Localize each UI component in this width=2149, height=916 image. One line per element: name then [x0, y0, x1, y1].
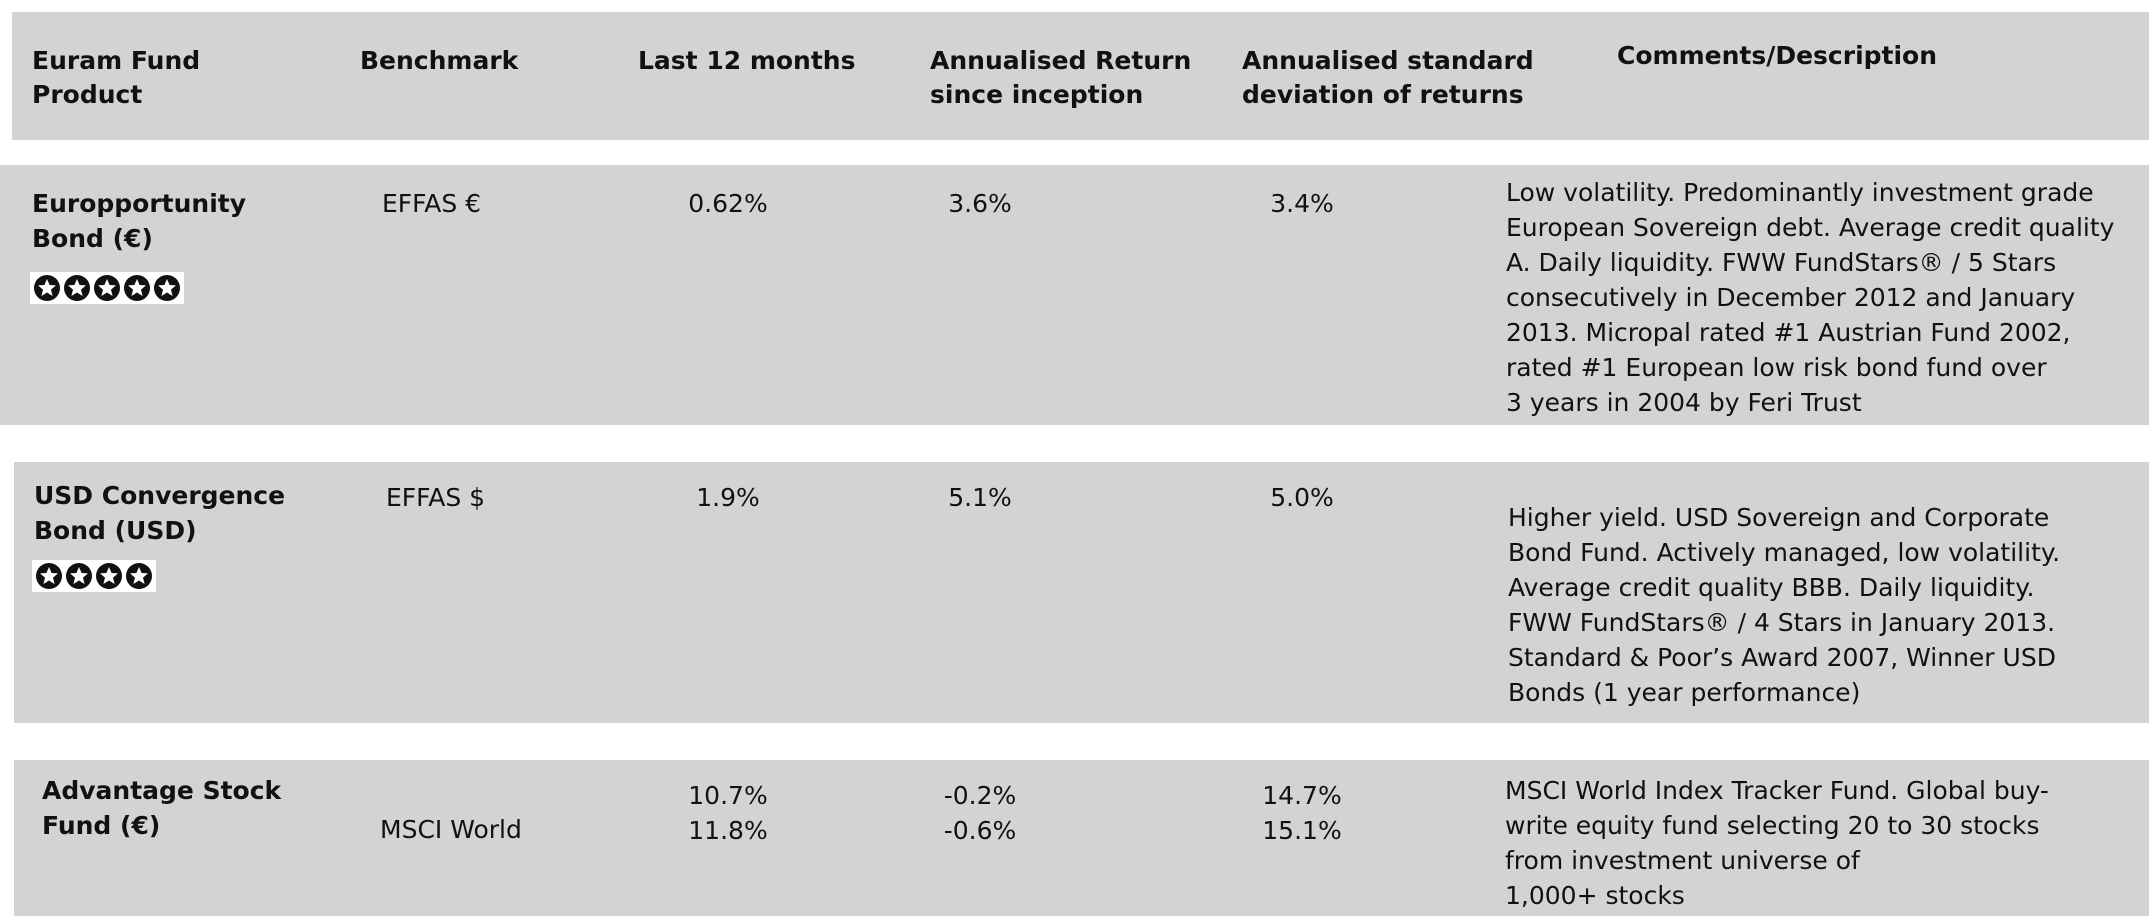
rating [32, 560, 156, 592]
cell-text: Bond (€) [32, 224, 153, 253]
cell-text: write equity fund selecting 20 to 30 sto… [1505, 811, 2040, 840]
rating [30, 272, 184, 304]
cell-text: EFFAS $ [386, 483, 486, 512]
star-icon [34, 275, 60, 301]
cell-text: deviation of returns [1242, 80, 1524, 109]
cell-text: from investment universe of [1505, 846, 1860, 875]
cell-text: European Sovereign debt. Average credit … [1506, 213, 2115, 242]
cell-text: Fund (€) [42, 811, 161, 840]
cell-text: -0.6% [943, 816, 1017, 845]
cell-text: 1,000+ stocks [1505, 881, 1685, 910]
cell-text: 10.7% [688, 781, 768, 810]
row-band [0, 165, 2149, 425]
cell-text: MSCI World [380, 815, 522, 844]
cell-text: Advantage Stock [42, 776, 282, 805]
cell-text: 5.0% [1270, 483, 1334, 512]
cell-text: Product [32, 80, 143, 109]
row-band [14, 462, 2149, 723]
cell-text: Average credit quality BBB. Daily liquid… [1508, 573, 2035, 602]
cell-text: USD Convergence [34, 481, 286, 510]
cell-text: 5.1% [948, 483, 1012, 512]
cell-text: A. Daily liquidity. FWW FundStars® / 5 S… [1506, 248, 2057, 277]
row-band [14, 760, 2149, 916]
star-icon [64, 275, 90, 301]
cell-text: 11.8% [688, 816, 768, 845]
cell-text: MSCI World Index Tracker Fund. Global bu… [1505, 776, 2049, 805]
cell-text: 3 years in 2004 by Feri Trust [1506, 388, 1862, 417]
cell-text: 3.6% [948, 189, 1012, 218]
cell-text: Comments/Description [1617, 41, 1938, 70]
cell-text: Standard & Poor’s Award 2007, Winner USD [1508, 643, 2056, 672]
cell-text: Bond Fund. Actively managed, low volatil… [1508, 538, 2061, 567]
cell-text: Annualised Return [930, 46, 1192, 75]
star-icon [126, 563, 152, 589]
cell-text: 1.9% [696, 483, 760, 512]
cell-text: 2013. Micropal rated #1 Austrian Fund 20… [1506, 318, 2071, 347]
cell-text: Bonds (1 year performance) [1508, 678, 1861, 707]
cell-text: Annualised standard [1242, 46, 1534, 75]
cell-text: 14.7% [1262, 781, 1342, 810]
star-icon [36, 563, 62, 589]
cell-text: consecutively in December 2012 and Janua… [1506, 283, 2076, 312]
cell-text: 15.1% [1262, 816, 1342, 845]
header-band [12, 12, 2149, 140]
cell-text: 3.4% [1270, 189, 1334, 218]
cell-text: EFFAS € [382, 189, 482, 218]
cell-text: Benchmark [360, 46, 519, 75]
cell-text: 0.62% [688, 189, 768, 218]
cell-text: -0.2% [943, 781, 1017, 810]
cell-text: Europportunity [32, 189, 247, 218]
cell-text: rated #1 European low risk bond fund ove… [1506, 353, 2047, 382]
cell-text: Bond (USD) [34, 516, 197, 545]
cell-text: Low volatility. Predominantly investment… [1506, 178, 2094, 207]
star-icon [66, 563, 92, 589]
star-icon [94, 275, 120, 301]
cell-text: FWW FundStars® / 4 Stars in January 2013… [1508, 608, 2056, 637]
star-icon [154, 275, 180, 301]
star-icon [96, 563, 122, 589]
cell-text: Last 12 months [638, 46, 856, 75]
star-icon [124, 275, 150, 301]
cell-text: since inception [930, 80, 1144, 109]
cell-text: Euram Fund [32, 46, 201, 75]
cell-text: Higher yield. USD Sovereign and Corporat… [1508, 503, 2050, 532]
